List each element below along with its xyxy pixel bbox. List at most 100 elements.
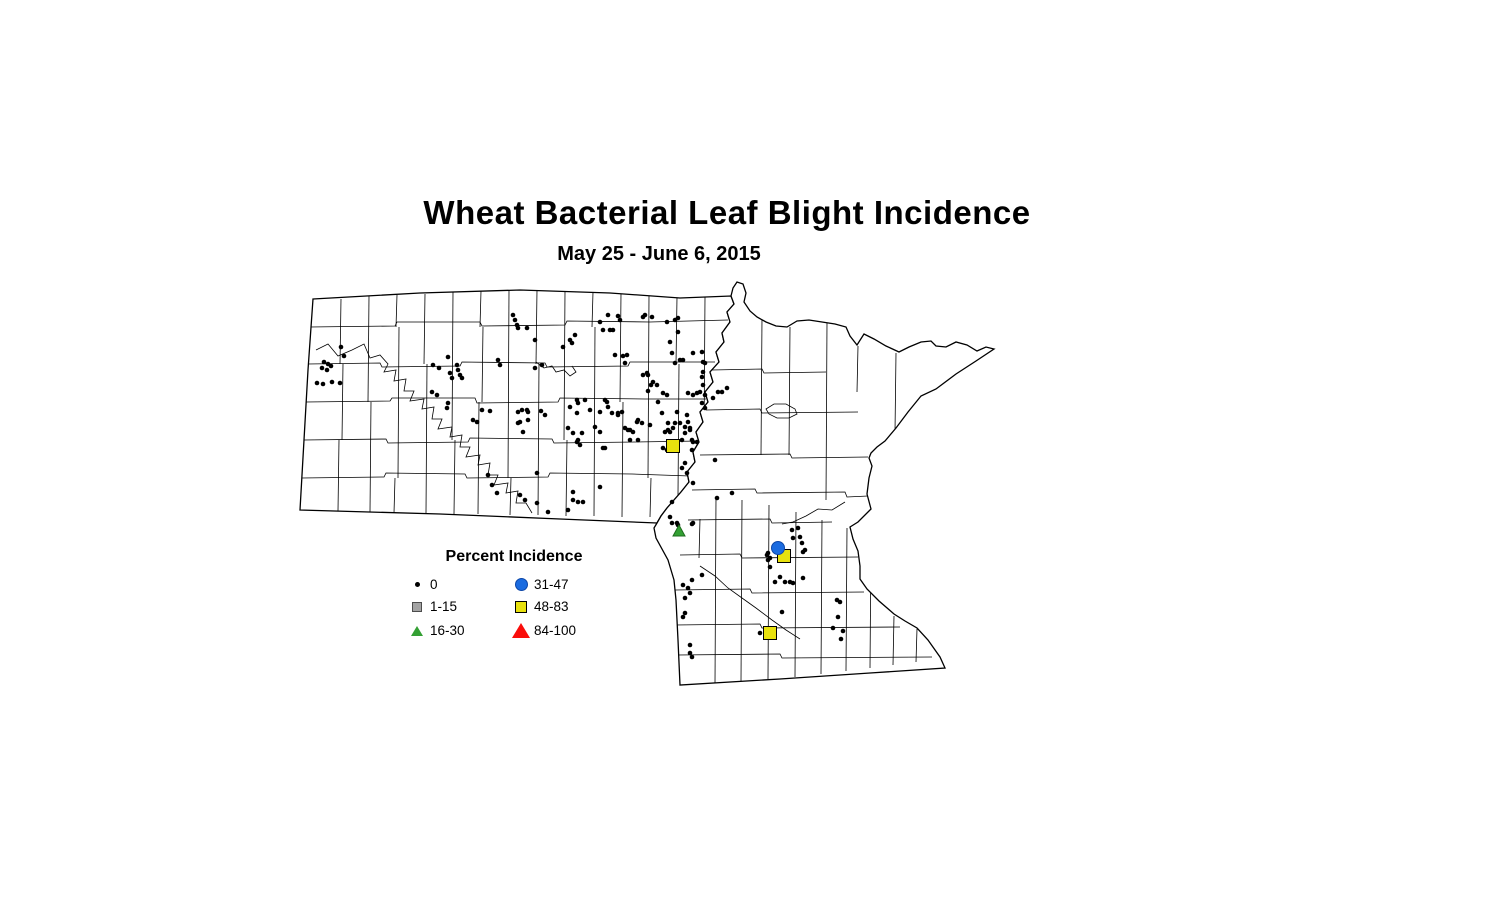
- point-0: [515, 420, 521, 426]
- point-0: [570, 489, 576, 495]
- point-0: [615, 313, 621, 319]
- point-0: [494, 490, 500, 496]
- legend-item-label: 16-30: [430, 622, 465, 638]
- point-0: [639, 420, 645, 426]
- point-0: [624, 352, 630, 358]
- point-0: [699, 572, 705, 578]
- legend-item-label: 1-15: [430, 598, 458, 614]
- point-0: [630, 429, 636, 435]
- point-0: [670, 425, 676, 431]
- point-0: [702, 360, 708, 366]
- point-31-47: [771, 541, 785, 555]
- point-0: [532, 337, 538, 343]
- point-0: [539, 362, 545, 368]
- point-0: [690, 392, 696, 398]
- point-0: [495, 357, 501, 363]
- point-0: [577, 442, 583, 448]
- point-0: [689, 447, 695, 453]
- point-0: [684, 412, 690, 418]
- point-0: [319, 365, 325, 371]
- point-0: [545, 509, 551, 515]
- point-0: [680, 582, 686, 588]
- point-0: [797, 534, 803, 540]
- point-48-83: [763, 626, 777, 640]
- point-0: [779, 609, 785, 615]
- point-0: [682, 430, 688, 436]
- point-0: [605, 312, 611, 318]
- point-0: [689, 654, 695, 660]
- point-0: [697, 389, 703, 395]
- point-0: [542, 412, 548, 418]
- point-0: [574, 439, 580, 445]
- point-0: [597, 319, 603, 325]
- point-0: [338, 344, 344, 350]
- blue-circle-symbol-icon: [514, 578, 528, 591]
- souris-river-line: [535, 361, 577, 377]
- point-0: [612, 352, 618, 358]
- point-0: [470, 417, 476, 423]
- point-0: [615, 412, 621, 418]
- point-0: [570, 497, 576, 503]
- point-0: [699, 400, 705, 406]
- point-0: [609, 410, 615, 416]
- point-0: [534, 500, 540, 506]
- point-0: [654, 382, 660, 388]
- legend-item-0: 0: [404, 576, 500, 593]
- point-0: [517, 492, 523, 498]
- point-0: [674, 409, 680, 415]
- point-0: [687, 425, 693, 431]
- minnesota-county-lines: [674, 317, 933, 685]
- point-0: [622, 360, 628, 366]
- point-0: [592, 424, 598, 430]
- point-0: [782, 579, 788, 585]
- point-0: [489, 482, 495, 488]
- legend: Percent Incidence 0 1-15 16-30: [404, 548, 624, 641]
- point-0: [719, 389, 725, 395]
- point-0: [837, 599, 843, 605]
- legend-item-3: 31-47: [508, 576, 618, 593]
- point-0: [519, 407, 525, 413]
- point-0: [644, 370, 650, 376]
- point-0: [597, 429, 603, 435]
- point-0: [660, 445, 666, 451]
- point-0: [560, 344, 566, 350]
- point-0: [689, 577, 695, 583]
- page-subtitle: May 25 - June 6, 2015: [557, 243, 761, 265]
- point-0: [645, 388, 651, 394]
- point-0: [690, 350, 696, 356]
- point-0: [538, 408, 544, 414]
- point-0: [320, 381, 326, 387]
- point-0: [329, 379, 335, 385]
- point-0: [605, 404, 611, 410]
- point-0: [510, 312, 516, 318]
- point-0: [574, 397, 580, 403]
- point-0: [660, 390, 666, 396]
- point-0: [714, 495, 720, 501]
- minnesota-river-line: [699, 565, 801, 640]
- point-0: [321, 359, 327, 365]
- point-0: [587, 407, 593, 413]
- legend-item-2: 16-30: [404, 620, 500, 641]
- point-0: [700, 382, 706, 388]
- point-0: [430, 362, 436, 368]
- point-0: [534, 470, 540, 476]
- point-0: [436, 365, 442, 371]
- point-0: [690, 480, 696, 486]
- point-0: [525, 417, 531, 423]
- point-0: [685, 390, 691, 396]
- point-0: [524, 325, 530, 331]
- point-0: [682, 460, 688, 466]
- point-0: [565, 507, 571, 513]
- point-0: [575, 499, 581, 505]
- point-0: [619, 409, 625, 415]
- point-0: [659, 410, 665, 416]
- point-0: [497, 362, 503, 368]
- point-0: [672, 360, 678, 366]
- point-0: [434, 392, 440, 398]
- point-0: [574, 410, 580, 416]
- point-0: [324, 367, 330, 373]
- point-0: [640, 372, 646, 378]
- point-0: [702, 405, 708, 411]
- point-0: [669, 499, 675, 505]
- point-0: [650, 379, 656, 385]
